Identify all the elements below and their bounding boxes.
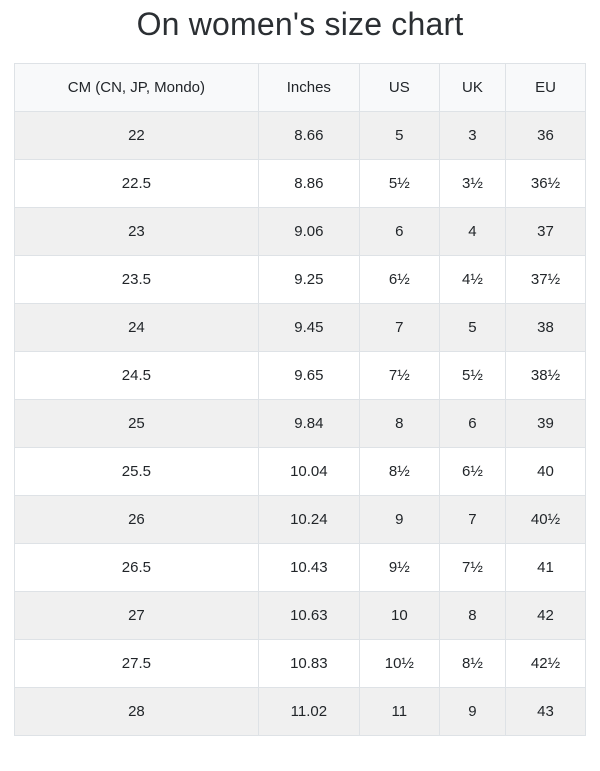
table-cell: 42: [505, 591, 586, 641]
table-row: 24.5 9.65 7½ 5½ 38½: [14, 351, 586, 401]
table-row: 23 9.06 6 4 37: [14, 207, 586, 257]
table-row: 22.5 8.86 5½ 3½ 36½: [14, 159, 586, 209]
table-cell: 11: [358, 687, 440, 737]
table-cell: 26.5: [14, 543, 259, 593]
table-cell: 26: [14, 495, 259, 545]
table-cell: 8½: [438, 639, 507, 689]
column-header: CM (CN, JP, Mondo): [14, 63, 259, 113]
table-cell: 9.25: [257, 255, 360, 305]
table-cell: 22.5: [14, 159, 259, 209]
table-cell: 37½: [505, 255, 586, 305]
table-cell: 9.65: [257, 351, 360, 401]
table-cell: 5½: [438, 351, 507, 401]
table-cell: 22: [14, 111, 259, 161]
table-cell: 9½: [358, 543, 440, 593]
table-cell: 10.24: [257, 495, 360, 545]
table-row: 28 11.02 11 9 43: [14, 687, 586, 737]
table-cell: 10.83: [257, 639, 360, 689]
table-cell: 5½: [358, 159, 440, 209]
column-header: US: [358, 63, 440, 113]
size-chart-table: CM (CN, JP, Mondo) Inches US UK EU 22 8.66 5 3 3…: [14, 63, 586, 737]
table-cell: 8.66: [257, 111, 360, 161]
table-body: 22 8.66 5 3 36 22.5 8.86 5½ 3½ 36½ 23 9.06 6 4 37 23.5 9…: [14, 111, 586, 737]
table-cell: 27: [14, 591, 259, 641]
table-cell: 24.5: [14, 351, 259, 401]
table-cell: 8: [358, 399, 440, 449]
table-row: 27.5 10.83 10½ 8½ 42½: [14, 639, 586, 689]
table-cell: 8: [438, 591, 507, 641]
table-cell: 5: [438, 303, 507, 353]
table-row: 24 9.45 7 5 38: [14, 303, 586, 353]
table-cell: 5: [358, 111, 440, 161]
table-cell: 38: [505, 303, 586, 353]
table-cell: 24: [14, 303, 259, 353]
table-cell: 28: [14, 687, 259, 737]
table-cell: 10: [358, 591, 440, 641]
table-cell: 7½: [438, 543, 507, 593]
table-row: 23.5 9.25 6½ 4½ 37½: [14, 255, 586, 305]
table-row: 25.5 10.04 8½ 6½ 40: [14, 447, 586, 497]
table-cell: 43: [505, 687, 586, 737]
table-row: 22 8.66 5 3 36: [14, 111, 586, 161]
table-cell: 6: [438, 399, 507, 449]
table-row: 26.5 10.43 9½ 7½ 41: [14, 543, 586, 593]
table-cell: 25.5: [14, 447, 259, 497]
table-cell: 10½: [358, 639, 440, 689]
table-cell: 40½: [505, 495, 586, 545]
table-cell: 23: [14, 207, 259, 257]
table-cell: 10.43: [257, 543, 360, 593]
table-cell: 7: [358, 303, 440, 353]
table-container: CM (CN, JP, Mondo) Inches US UK EU 22 8.66 5 3 3…: [0, 63, 600, 737]
table-cell: 10.04: [257, 447, 360, 497]
column-header: EU: [505, 63, 586, 113]
table-cell: 3½: [438, 159, 507, 209]
table-cell: 4: [438, 207, 507, 257]
table-header: CM (CN, JP, Mondo) Inches US UK EU: [14, 63, 586, 113]
table-cell: 8.86: [257, 159, 360, 209]
table-cell: 39: [505, 399, 586, 449]
table-cell: 6: [358, 207, 440, 257]
column-header: Inches: [257, 63, 360, 113]
table-cell: 9.84: [257, 399, 360, 449]
table-cell: 9: [358, 495, 440, 545]
table-cell: 38½: [505, 351, 586, 401]
table-cell: 6½: [438, 447, 507, 497]
table-cell: 27.5: [14, 639, 259, 689]
table-row: 26 10.24 9 7 40½: [14, 495, 586, 545]
table-cell: 9: [438, 687, 507, 737]
header-row: CM (CN, JP, Mondo) Inches US UK EU: [14, 63, 586, 113]
table-cell: 41: [505, 543, 586, 593]
table-cell: 6½: [358, 255, 440, 305]
table-cell: 9.45: [257, 303, 360, 353]
table-row: 27 10.63 10 8 42: [14, 591, 586, 641]
table-cell: 23.5: [14, 255, 259, 305]
page-title: On women's size chart: [136, 6, 464, 42]
table-cell: 36: [505, 111, 586, 161]
table-cell: 10.63: [257, 591, 360, 641]
table-cell: 8½: [358, 447, 440, 497]
table-cell: 9.06: [257, 207, 360, 257]
table-cell: 25: [14, 399, 259, 449]
table-cell: 7½: [358, 351, 440, 401]
table-cell: 3: [438, 111, 507, 161]
table-cell: 7: [438, 495, 507, 545]
column-header: UK: [438, 63, 507, 113]
table-cell: 11.02: [257, 687, 360, 737]
table-row: 25 9.84 8 6 39: [14, 399, 586, 449]
table-cell: 40: [505, 447, 586, 497]
table-cell: 4½: [438, 255, 507, 305]
table-cell: 36½: [505, 159, 586, 209]
table-cell: 42½: [505, 639, 586, 689]
table-cell: 37: [505, 207, 586, 257]
